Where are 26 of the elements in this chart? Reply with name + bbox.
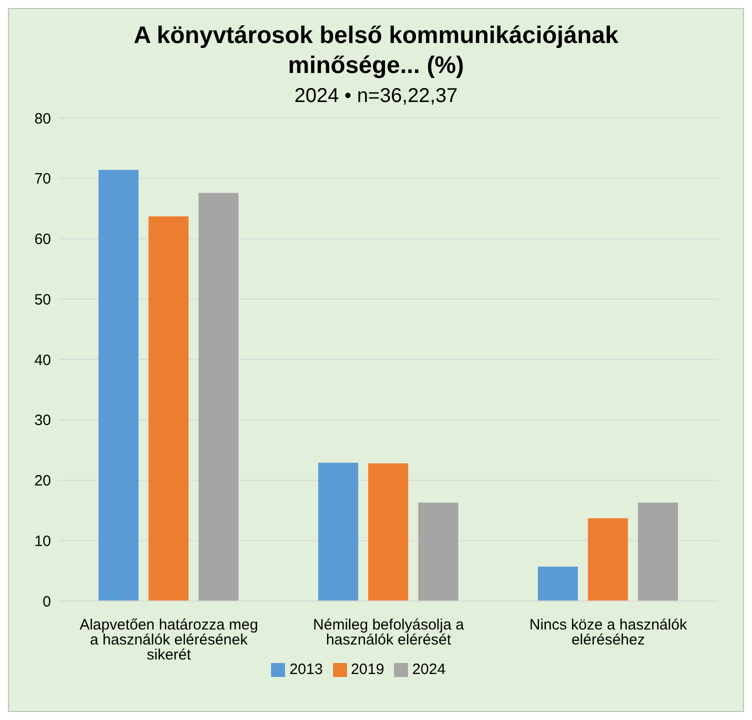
bar (538, 566, 578, 601)
y-tick-label: 10 (34, 532, 51, 550)
x-tick-label: Alapvetően határozza meg a használók elérésének sikerét (80, 616, 258, 664)
bar (638, 502, 678, 601)
y-tick-label: 40 (34, 352, 51, 369)
x-tick-label: Némileg befolyásolja a használók elérését (313, 616, 465, 649)
bar (418, 502, 458, 601)
legend-label: 2024 (412, 661, 446, 678)
bar (368, 463, 408, 601)
chart-subtitle: 2024 • n=36,22,37 (293, 85, 459, 108)
x-tick-label: Nincs köze a használók eléréséhez (529, 616, 688, 649)
y-tick-label: 50 (34, 291, 51, 308)
bar (588, 518, 628, 601)
legend-label: 2013 (289, 661, 323, 678)
bar (318, 462, 358, 601)
chart-title: A könyvtárosok belső kommunikációjának minősége... (%) (132, 21, 620, 81)
bar (198, 192, 239, 601)
legend-label: 2019 (350, 661, 384, 678)
bar (98, 170, 139, 601)
y-tick-label: 80 (34, 110, 51, 128)
y-tick-label: 20 (34, 472, 51, 490)
bar (148, 216, 189, 601)
y-tick-label: 30 (34, 412, 51, 430)
y-tick-label: 0 (42, 593, 51, 610)
y-tick-label: 60 (34, 231, 51, 248)
y-tick-label: 70 (34, 170, 51, 188)
